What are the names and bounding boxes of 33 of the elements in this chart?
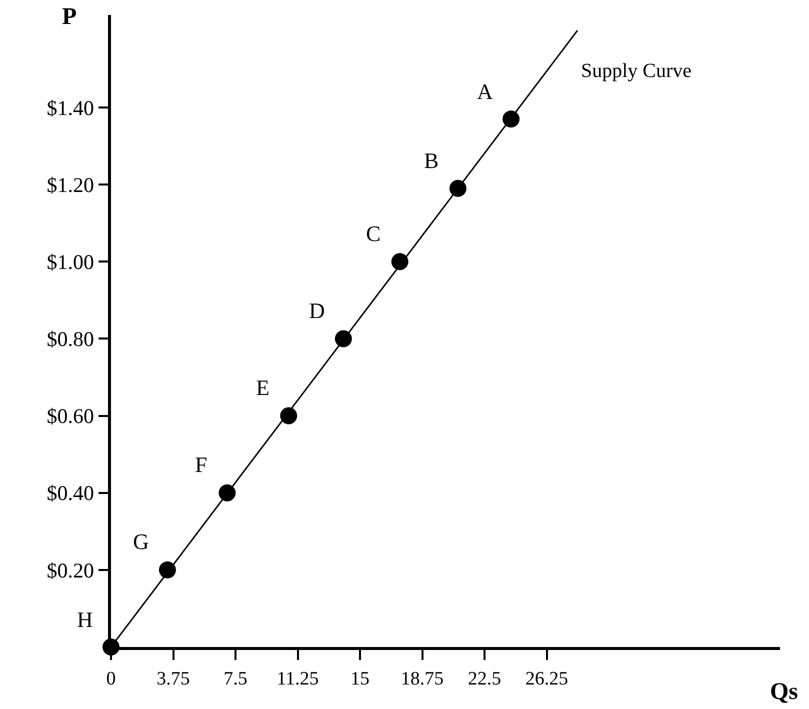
x-tick-label: 3.75 [156, 668, 190, 690]
x-tick-label: 11.25 [276, 668, 319, 690]
x-tick-label: 0 [106, 668, 116, 690]
y-tick-label: $0.60 [46, 404, 94, 428]
x-tick-label: 7.5 [224, 668, 248, 690]
y-tick-label: $1.20 [46, 172, 94, 197]
annotation: B [424, 148, 439, 173]
annotation: F [195, 452, 208, 477]
annotation: H [77, 607, 93, 632]
annotation: C [366, 221, 381, 246]
y-tick-label: $0.80 [46, 327, 94, 352]
x-tick-label: 18.75 [400, 668, 444, 690]
annotation: E [256, 375, 270, 400]
x-tick-label: 15 [350, 668, 370, 690]
point [280, 407, 298, 424]
annotation: G [133, 529, 149, 554]
point [391, 253, 408, 270]
point [449, 180, 466, 197]
point [218, 484, 236, 502]
y-tick-label: $0.40 [46, 481, 94, 506]
x-tick-label: 26.25 [525, 668, 568, 690]
point [158, 561, 176, 578]
x-axis-title: Qs [770, 679, 798, 705]
annotation: D [309, 298, 325, 323]
y-tick-label: $1.40 [46, 96, 94, 120]
y-tick-label: $1.00 [46, 250, 94, 274]
x-tick-label: 22.5 [468, 668, 502, 690]
y-tick-label: $0.20 [46, 558, 94, 582]
y-axis-title: P [62, 4, 77, 30]
series-label: Supply Curve [581, 60, 692, 82]
point [334, 330, 352, 348]
point [502, 110, 520, 128]
annotation: A [477, 79, 493, 104]
